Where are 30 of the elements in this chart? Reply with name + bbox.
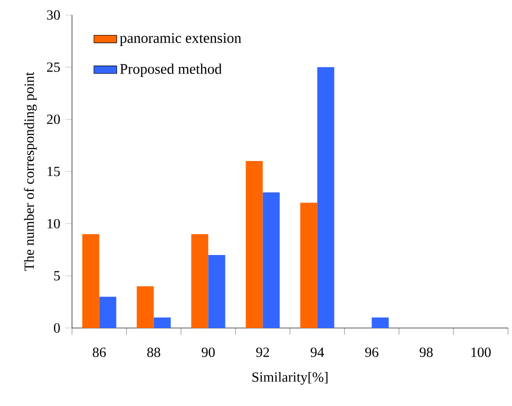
bar [262,192,280,328]
y-tick-label: 15 [48,166,60,176]
bar [300,202,318,328]
x-tick-label: 86 [92,348,106,358]
x-tick-label: 100 [471,348,491,358]
x-tick-label: 92 [256,348,269,357]
x-tick-label: 96 [365,348,378,357]
x-tick-label: 94 [310,348,324,357]
y-axis-title: The number of corresponding point [24,72,37,271]
x-axis-title: Similarity[%] [252,372,328,385]
legend-label: Proposed method [120,64,222,77]
y-tick-label: 10 [48,218,60,228]
bar [208,254,226,328]
bar [191,234,208,328]
y-tick-label: 25 [47,62,60,72]
x-tick-label: 90 [202,348,215,358]
y-tick-label: 0 [54,323,60,333]
x-tick-label: 88 [147,348,160,358]
bar [136,286,154,328]
bar [246,161,263,328]
x-tick-label: 98 [420,348,433,358]
bar [317,67,334,328]
legend-label: panoramic extension [120,33,242,46]
y-tick-label: 5 [54,271,60,280]
bar [99,296,116,328]
bar [82,234,100,328]
bar [372,318,389,328]
bar [154,318,171,328]
y-tick-label: 20 [47,114,60,124]
y-tick-label: 30 [47,10,60,20]
